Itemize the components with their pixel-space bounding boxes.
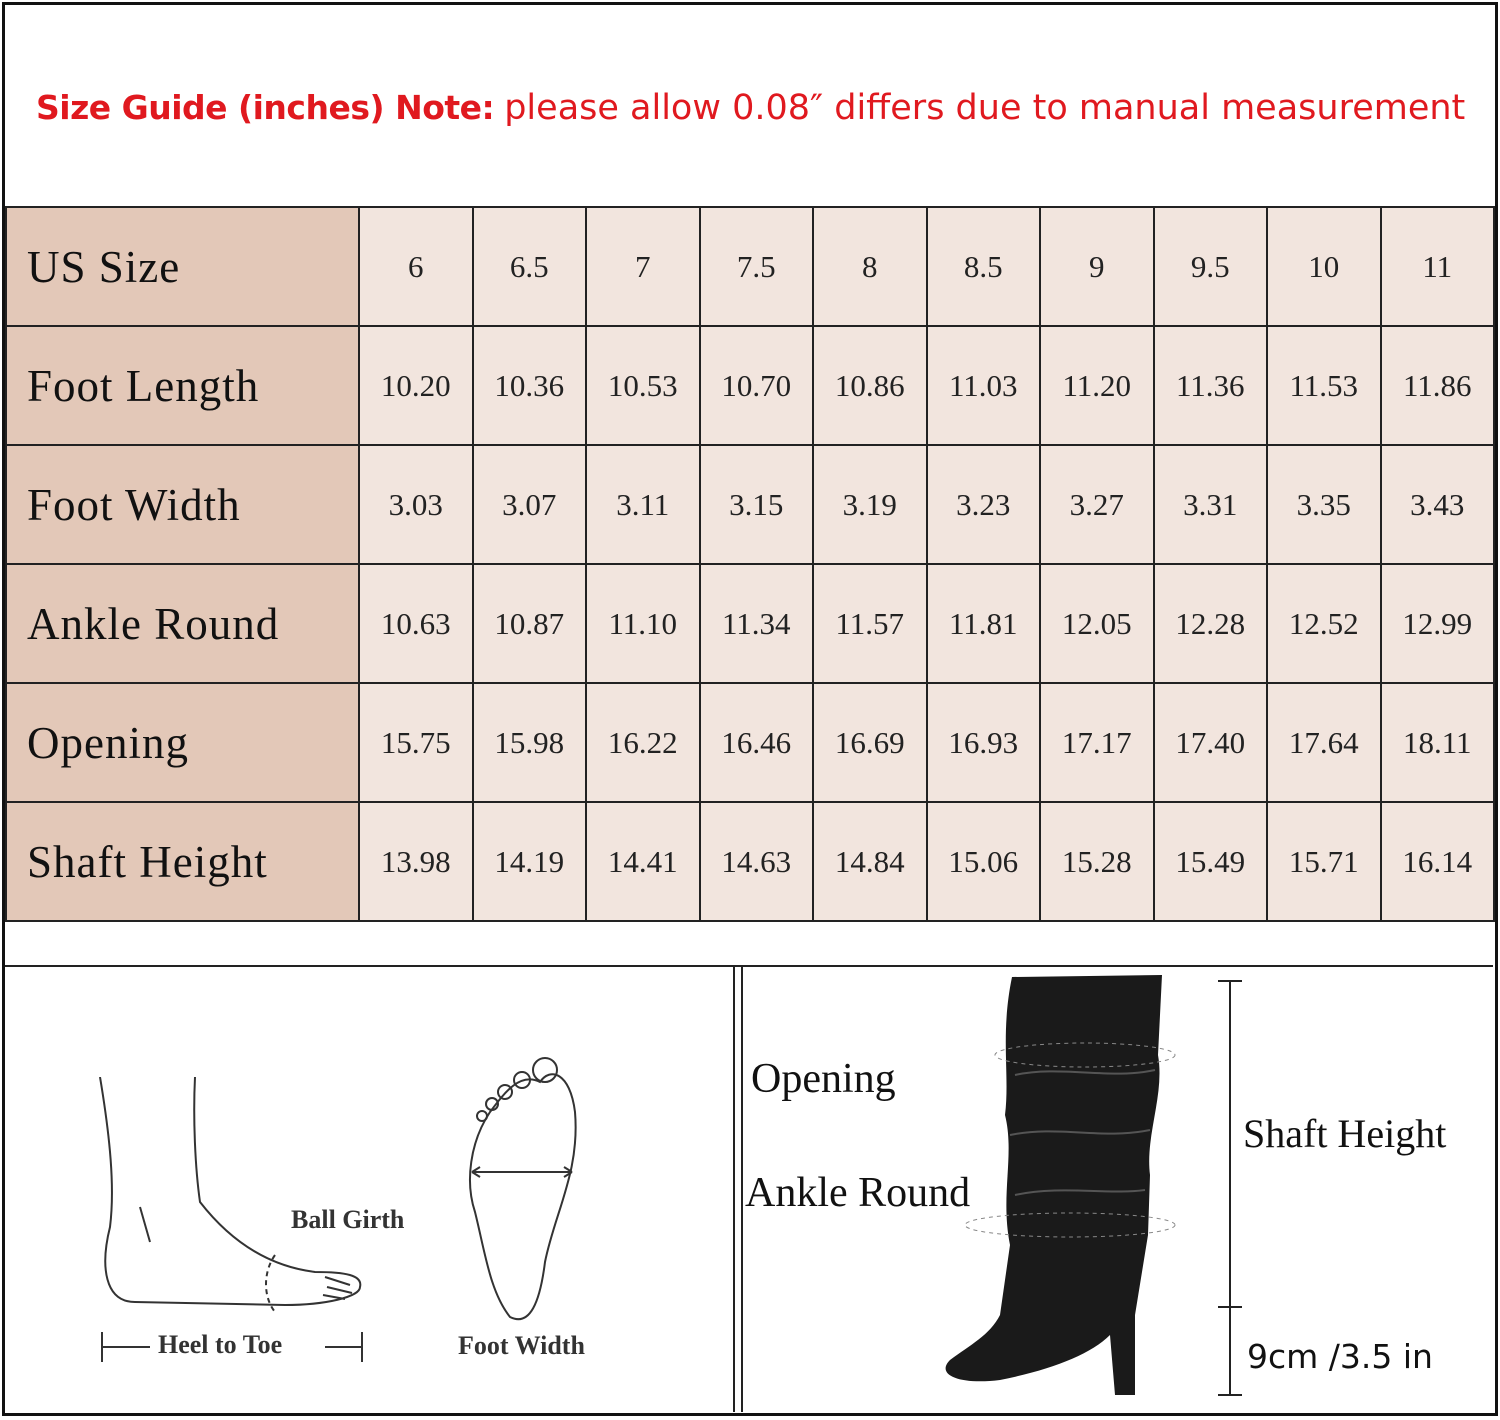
size-table: US Size 6 6.5 7 7.5 8 8.5 9 9.5 10 11 Foot Length 10…: [5, 206, 1495, 922]
table-cell: 9: [1039, 206, 1155, 327]
table-cell: 3.19: [812, 444, 928, 565]
table-cell: 10.20: [358, 325, 474, 446]
table-cell: 12.52: [1266, 563, 1382, 684]
row-label: Foot Width: [5, 444, 360, 565]
table-cell: 10.86: [812, 325, 928, 446]
table-cell: 11.36: [1152, 325, 1268, 446]
table-cell: 17.64: [1266, 682, 1382, 803]
ball-girth-label: Ball Girth: [291, 1205, 405, 1234]
table-row: Foot Width 3.03 3.07 3.11 3.15 3.19 3.23 3.27 3.…: [5, 444, 1495, 565]
table-cell: 18.11: [1379, 682, 1495, 803]
table-cell: 3.23: [925, 444, 1041, 565]
table-cell: 15.49: [1152, 801, 1268, 922]
foot-sole-illustration: [469, 1057, 577, 1320]
table-cell: 15.28: [1039, 801, 1155, 922]
table-cell: 6: [358, 206, 474, 327]
table-cell: 14.41: [585, 801, 701, 922]
boot-illustration: [945, 975, 1176, 1395]
panel-divider: [733, 967, 743, 1412]
heel-height-label: 9cm /3.5 in: [1247, 1337, 1433, 1376]
table-cell: 16.14: [1379, 801, 1495, 922]
table-cell: 17.40: [1152, 682, 1268, 803]
heel-to-toe-arrow: [101, 1332, 363, 1362]
opening-label: Opening: [751, 1056, 896, 1102]
table-cell: 11.34: [698, 563, 814, 684]
measurement-diagrams: Ball Girth Heel to Toe Foot Width Openin…: [5, 965, 1493, 1412]
foot-side-illustration: [99, 1077, 362, 1313]
ankle-round-label: Ankle Round: [745, 1170, 971, 1216]
table-cell: 14.63: [698, 801, 814, 922]
table-row: Shaft Height 13.98 14.19 14.41 14.63 14.84 15.…: [5, 801, 1495, 922]
title-note: please allow 0.08″ differs due to manual…: [504, 88, 1466, 128]
table-cell: 13.98: [358, 801, 474, 922]
row-label: Ankle Round: [5, 563, 360, 684]
table-cell: 15.71: [1266, 801, 1382, 922]
table-cell: 3.11: [585, 444, 701, 565]
table-cell: 16.93: [925, 682, 1041, 803]
heel-to-toe-label: Heel to Toe: [158, 1330, 283, 1359]
table-cell: 3.31: [1152, 444, 1268, 565]
table-cell: 11.03: [925, 325, 1041, 446]
table-row: Opening 15.75 15.98 16.22 16.46 16.69 16.93 17.…: [5, 682, 1495, 803]
table-cell: 16.69: [812, 682, 928, 803]
table-cell: 3.27: [1039, 444, 1155, 565]
table-cell: 10.53: [585, 325, 701, 446]
table-cell: 10.70: [698, 325, 814, 446]
table-cell: 11.86: [1379, 325, 1495, 446]
row-label: Shaft Height: [5, 801, 360, 922]
table-cell: 3.15: [698, 444, 814, 565]
table-cell: 3.43: [1379, 444, 1495, 565]
table-cell: 10.36: [471, 325, 587, 446]
table-row: US Size 6 6.5 7 7.5 8 8.5 9 9.5 10 11: [5, 206, 1495, 327]
table-cell: 12.05: [1039, 563, 1155, 684]
size-guide-title: Size Guide (inches) Note: please allow 0.…: [36, 88, 1465, 128]
table-cell: 14.19: [471, 801, 587, 922]
table-cell: 11.10: [585, 563, 701, 684]
table-cell: 11.20: [1039, 325, 1155, 446]
table-cell: 11.57: [812, 563, 928, 684]
table-cell: 8.5: [925, 206, 1041, 327]
table-cell: 14.84: [812, 801, 928, 922]
title-prefix: Size Guide (inches) Note:: [36, 88, 495, 127]
table-cell: 6.5: [471, 206, 587, 327]
shaft-height-measure-line: [1218, 980, 1242, 1396]
table-cell: 8: [812, 206, 928, 327]
row-label: Foot Length: [5, 325, 360, 446]
table-cell: 10.63: [358, 563, 474, 684]
table-cell: 11: [1379, 206, 1495, 327]
table-cell: 16.46: [698, 682, 814, 803]
row-label: US Size: [5, 206, 360, 327]
table-cell: 11.53: [1266, 325, 1382, 446]
table-cell: 7: [585, 206, 701, 327]
table-cell: 16.22: [585, 682, 701, 803]
table-cell: 3.03: [358, 444, 474, 565]
table-cell: 7.5: [698, 206, 814, 327]
table-cell: 3.35: [1266, 444, 1382, 565]
table-cell: 12.99: [1379, 563, 1495, 684]
row-label: Opening: [5, 682, 360, 803]
table-cell: 10: [1266, 206, 1382, 327]
table-cell: 3.07: [471, 444, 587, 565]
table-cell: 15.98: [471, 682, 587, 803]
shaft-height-label: Shaft Height: [1243, 1111, 1447, 1156]
foot-width-label: Foot Width: [458, 1331, 585, 1360]
table-row: Foot Length 10.20 10.36 10.53 10.70 10.86 11.0…: [5, 325, 1495, 446]
table-row: Ankle Round 10.63 10.87 11.10 11.34 11.57 11.8…: [5, 563, 1495, 684]
table-cell: 11.81: [925, 563, 1041, 684]
table-cell: 10.87: [471, 563, 587, 684]
table-cell: 15.75: [358, 682, 474, 803]
table-cell: 12.28: [1152, 563, 1268, 684]
table-cell: 9.5: [1152, 206, 1268, 327]
table-cell: 15.06: [925, 801, 1041, 922]
table-cell: 17.17: [1039, 682, 1155, 803]
